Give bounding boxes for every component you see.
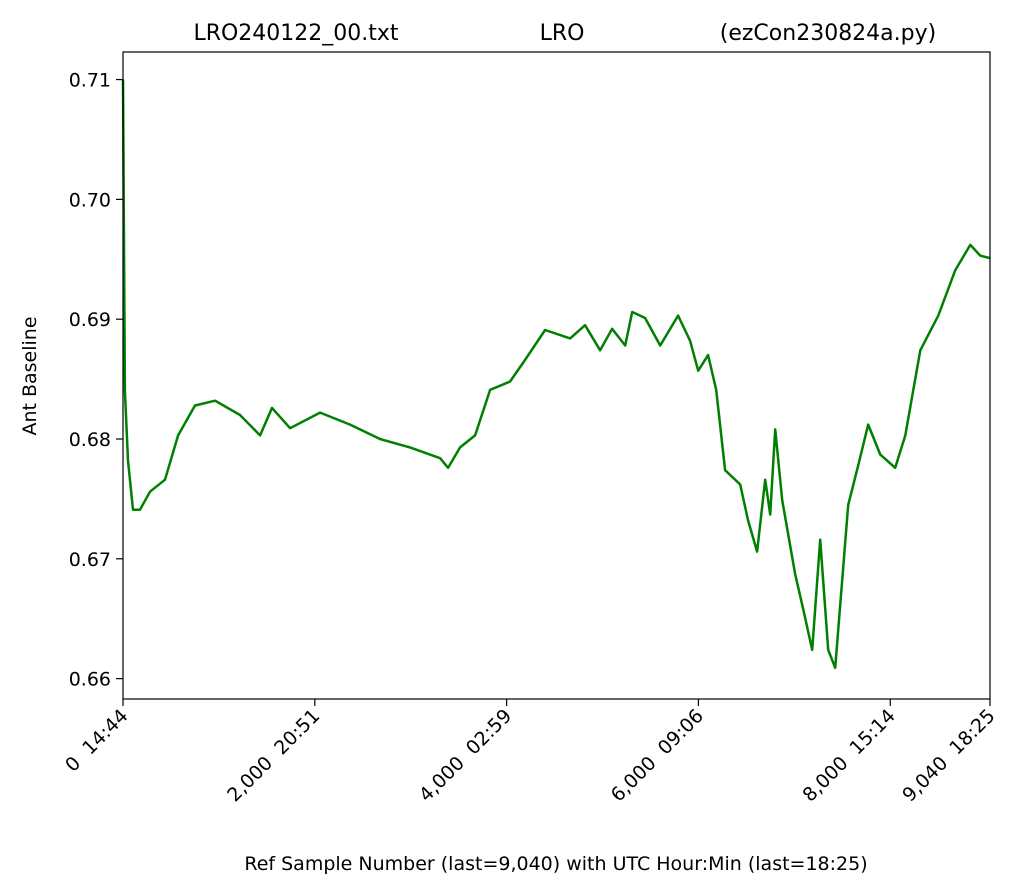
- x-axis-label: Ref Sample Number (last=9,040) with UTC …: [244, 853, 867, 875]
- y-tick-label: 0.67: [69, 549, 111, 571]
- title-center: LRO: [540, 21, 585, 46]
- plot-frame: [122, 51, 991, 700]
- title-left: LRO240122_00.txt: [193, 21, 398, 46]
- title-right: (ezCon230824a.py): [720, 21, 936, 46]
- y-tick-label: 0.69: [69, 309, 111, 331]
- y-tick-label: 0.66: [69, 669, 111, 691]
- y-tick-label: 0.71: [69, 70, 111, 92]
- y-tick-label: 0.68: [69, 429, 111, 451]
- y-axis-label: Ant Baseline: [19, 316, 41, 435]
- data-line: [121, 79, 991, 670]
- y-tick-label: 0.70: [69, 189, 111, 211]
